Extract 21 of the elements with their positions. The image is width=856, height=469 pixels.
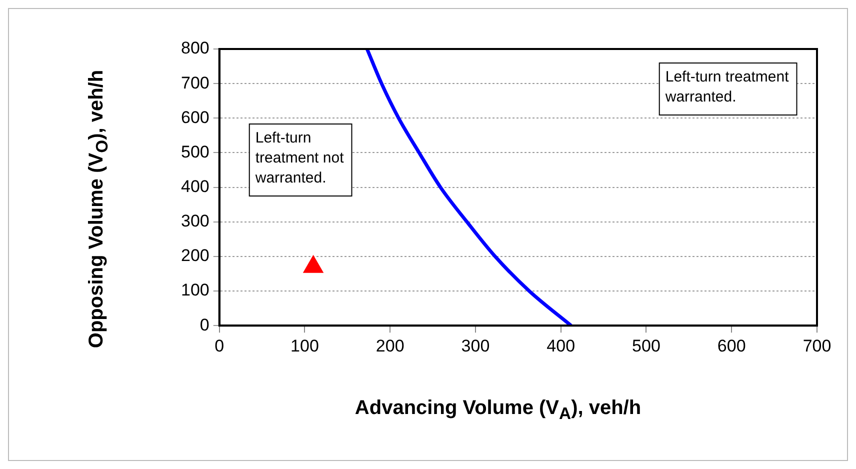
y-tick-label: 200 [180, 246, 210, 266]
y-tick-label: 800 [180, 38, 210, 58]
y-tick-label: 400 [180, 176, 210, 196]
annotation: Left-turn treatment not warranted. [254, 130, 345, 187]
y-tick-label: 100 [180, 280, 210, 300]
y-tick-label: 500 [180, 142, 210, 162]
x-tick-label: 100 [290, 336, 319, 356]
line-series [365, 49, 573, 326]
x-tick-label: 600 [717, 336, 746, 356]
y-tick-label: 600 [180, 108, 210, 127]
x-tick-label: 200 [376, 336, 404, 356]
x-axis-title: Advancing Volume (V$_{A}$), veh/h [354, 397, 642, 424]
x-tick-label: 300 [461, 336, 490, 356]
annotation: Left-turn treatment warranted. [664, 68, 790, 106]
x-tick-label: 700 [802, 336, 832, 356]
y-tick-label: 300 [180, 212, 210, 231]
y-tick-label: 0 [200, 315, 210, 334]
y-tick-label: 700 [180, 73, 210, 92]
x-tick-label: 400 [546, 336, 576, 356]
x-tick-label: 500 [632, 336, 660, 356]
x-tick-label: 0 [214, 336, 224, 356]
